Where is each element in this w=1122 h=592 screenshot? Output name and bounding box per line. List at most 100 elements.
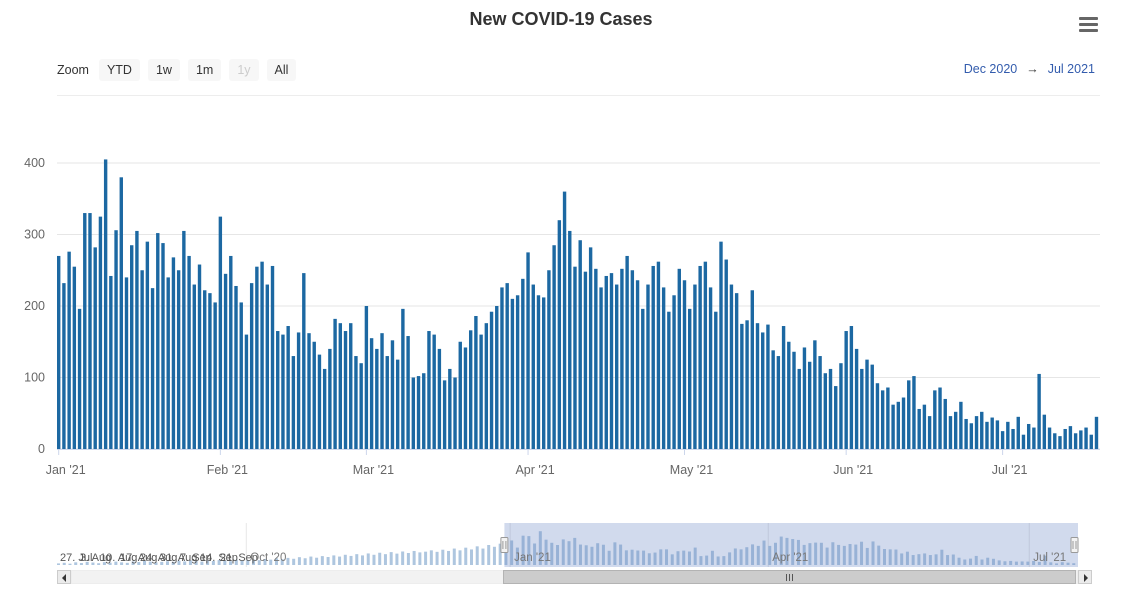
navigator-bar xyxy=(653,552,657,565)
navigator-bar xyxy=(343,554,347,565)
zoom-label: Zoom xyxy=(57,63,89,77)
column-bar xyxy=(828,368,833,449)
column-bar xyxy=(635,280,640,449)
navigator-bar xyxy=(85,561,89,565)
chart-title: New COVID-19 Cases xyxy=(469,9,653,29)
navigator-bar xyxy=(584,545,588,565)
context-menu-button[interactable] xyxy=(1079,17,1098,35)
navigator-bar xyxy=(91,562,95,565)
column-bar xyxy=(834,386,838,449)
range-button-1m[interactable]: 1m xyxy=(187,59,222,81)
navigator-bar xyxy=(1066,562,1070,565)
navigator-bar xyxy=(1020,561,1024,565)
navigator-bar xyxy=(533,543,537,565)
range-button-1w[interactable]: 1w xyxy=(147,59,180,81)
navigator-bar xyxy=(728,552,732,565)
scrollbar-track[interactable] xyxy=(71,570,1078,584)
hamburger-icon xyxy=(1079,29,1098,32)
y-axis-label: 100 xyxy=(24,371,45,385)
column-bar xyxy=(1021,434,1026,449)
range-inputs: Dec 2020 → Jul 2021 xyxy=(964,62,1095,76)
column-bar xyxy=(312,341,316,449)
column-bar xyxy=(333,318,337,449)
scroll-left-button[interactable] xyxy=(57,570,71,584)
column-bar xyxy=(583,271,588,449)
column-bar xyxy=(416,376,421,449)
navigator-bar xyxy=(429,550,433,565)
column-bar xyxy=(594,268,598,449)
navigator-bar xyxy=(527,536,531,565)
column-bar xyxy=(1089,434,1093,449)
column-bar xyxy=(145,241,150,449)
column-bar xyxy=(505,283,509,449)
column-bar xyxy=(489,311,494,449)
column-bar xyxy=(766,324,770,449)
navigator-bar xyxy=(177,560,181,565)
y-axis-label: 0 xyxy=(38,442,45,456)
navigator-bar xyxy=(143,561,147,565)
column-bar xyxy=(72,266,77,449)
navigator-bar xyxy=(361,555,365,565)
column-bar xyxy=(964,418,968,449)
navigator-left-handle[interactable] xyxy=(500,537,509,553)
navigator-right-handle[interactable] xyxy=(1070,537,1079,553)
column-bar xyxy=(750,290,754,449)
navigator-bar xyxy=(257,560,261,565)
column-bar xyxy=(661,287,666,449)
scrollbar-thumb[interactable] xyxy=(503,570,1076,584)
column-bar xyxy=(891,404,895,449)
navigator-bar xyxy=(194,561,198,565)
navigator-bar xyxy=(372,554,376,565)
column-bar xyxy=(682,280,687,449)
column-bar xyxy=(302,273,306,449)
range-button-all[interactable]: All xyxy=(266,59,297,81)
column-bar xyxy=(938,387,942,449)
range-arrow-icon: → xyxy=(1026,62,1039,76)
navigator-bar xyxy=(951,554,955,565)
column-bar xyxy=(573,266,577,449)
column-bar xyxy=(93,247,97,449)
navigator-bar xyxy=(911,555,915,565)
column-bar xyxy=(119,177,123,450)
column-bar xyxy=(630,270,635,449)
navigator-bar xyxy=(647,553,651,565)
navigator-bar xyxy=(1014,561,1018,565)
navigator-bar xyxy=(406,553,410,565)
navigator-bar xyxy=(1060,562,1064,565)
navigator-bar xyxy=(974,555,978,565)
column-bar xyxy=(1073,433,1078,449)
scroll-right-button[interactable] xyxy=(1078,570,1092,584)
column-bar xyxy=(802,347,807,449)
navigator-bar xyxy=(469,549,473,565)
column-bar xyxy=(818,356,822,449)
column-bar xyxy=(296,332,301,449)
navigator-bar xyxy=(188,560,192,565)
navigator-bar xyxy=(751,544,755,565)
column-bar xyxy=(1047,427,1052,449)
column-bar xyxy=(959,401,963,449)
navigator-bar xyxy=(928,555,932,565)
range-from-input[interactable]: Dec 2020 xyxy=(963,62,1018,76)
column-bar xyxy=(1042,414,1047,449)
column-bar xyxy=(468,330,473,449)
range-to-input[interactable]: Jul 2021 xyxy=(1047,62,1095,76)
navigator-bar xyxy=(464,547,468,565)
navigator-bar xyxy=(682,550,686,565)
column-bar xyxy=(860,368,864,449)
navigator-selected-range[interactable] xyxy=(504,523,1078,567)
range-button-ytd[interactable]: YTD xyxy=(98,59,140,81)
column-bar xyxy=(135,230,139,449)
column-bar xyxy=(1084,427,1088,449)
column-bar xyxy=(1026,423,1031,449)
column-bar xyxy=(562,191,567,449)
navigator-bar xyxy=(556,545,560,565)
navigator-bar xyxy=(624,550,628,565)
column-bar xyxy=(1053,433,1057,449)
column-bar xyxy=(990,417,994,449)
column-bar xyxy=(442,380,447,449)
column-bar xyxy=(401,308,405,449)
navigator-bar xyxy=(762,540,766,565)
navigator-bar xyxy=(636,550,640,565)
column-bar xyxy=(176,270,181,449)
column-bar xyxy=(1016,416,1020,449)
